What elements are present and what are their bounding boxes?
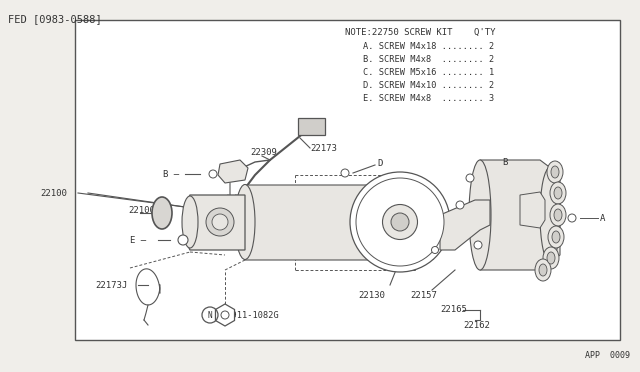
Ellipse shape bbox=[212, 214, 228, 230]
Ellipse shape bbox=[182, 196, 198, 248]
Polygon shape bbox=[298, 118, 325, 135]
Text: NOTE:22750 SCREW KIT    Q'TY: NOTE:22750 SCREW KIT Q'TY bbox=[345, 28, 495, 36]
Ellipse shape bbox=[548, 226, 564, 248]
Text: A. SCREW M4x18 ........ 2: A. SCREW M4x18 ........ 2 bbox=[363, 42, 494, 51]
Ellipse shape bbox=[547, 161, 563, 183]
Text: A: A bbox=[600, 214, 605, 222]
Polygon shape bbox=[216, 304, 234, 326]
Text: B —: B — bbox=[163, 170, 179, 179]
Ellipse shape bbox=[568, 214, 576, 222]
Text: E. SCREW M4x8  ........ 3: E. SCREW M4x8 ........ 3 bbox=[363, 93, 494, 103]
Ellipse shape bbox=[152, 197, 172, 229]
Ellipse shape bbox=[356, 178, 444, 266]
Text: 22173: 22173 bbox=[310, 144, 337, 153]
Bar bbox=[75, 20, 620, 340]
Text: D: D bbox=[377, 158, 382, 167]
Ellipse shape bbox=[431, 247, 438, 253]
Ellipse shape bbox=[543, 247, 559, 269]
Polygon shape bbox=[245, 185, 420, 260]
Text: FED [0983-0588]: FED [0983-0588] bbox=[8, 14, 102, 24]
Polygon shape bbox=[218, 160, 248, 183]
Ellipse shape bbox=[547, 252, 555, 264]
Text: B. SCREW M4x8  ........ 2: B. SCREW M4x8 ........ 2 bbox=[363, 55, 494, 64]
Text: 22100: 22100 bbox=[40, 189, 67, 198]
Ellipse shape bbox=[391, 213, 409, 231]
Ellipse shape bbox=[341, 169, 349, 177]
Text: C. SCREW M5x16 ........ 1: C. SCREW M5x16 ........ 1 bbox=[363, 67, 494, 77]
Ellipse shape bbox=[540, 167, 560, 263]
Polygon shape bbox=[480, 160, 560, 270]
Ellipse shape bbox=[178, 235, 188, 245]
Text: N: N bbox=[208, 311, 212, 320]
Ellipse shape bbox=[474, 241, 482, 249]
Polygon shape bbox=[185, 195, 245, 250]
Ellipse shape bbox=[383, 205, 417, 240]
Ellipse shape bbox=[554, 209, 562, 221]
Text: 22157: 22157 bbox=[410, 291, 437, 299]
Ellipse shape bbox=[469, 160, 491, 270]
Text: 22130: 22130 bbox=[358, 291, 385, 299]
Text: APP  0009: APP 0009 bbox=[585, 351, 630, 360]
Text: 22309: 22309 bbox=[250, 148, 277, 157]
Polygon shape bbox=[136, 269, 160, 305]
Ellipse shape bbox=[539, 264, 547, 276]
Ellipse shape bbox=[551, 166, 559, 178]
Ellipse shape bbox=[221, 311, 229, 319]
Ellipse shape bbox=[235, 185, 255, 260]
Text: E —: E — bbox=[130, 235, 146, 244]
Text: 22173J: 22173J bbox=[95, 280, 127, 289]
Ellipse shape bbox=[554, 187, 562, 199]
Ellipse shape bbox=[550, 182, 566, 204]
Ellipse shape bbox=[466, 174, 474, 182]
Ellipse shape bbox=[350, 172, 450, 272]
Ellipse shape bbox=[209, 170, 217, 178]
Polygon shape bbox=[520, 192, 545, 228]
Text: 08911-1082G: 08911-1082G bbox=[222, 311, 280, 320]
Ellipse shape bbox=[535, 259, 551, 281]
Ellipse shape bbox=[206, 208, 234, 236]
Text: 22100E: 22100E bbox=[128, 205, 160, 215]
Ellipse shape bbox=[550, 204, 566, 226]
Text: 22165: 22165 bbox=[440, 305, 467, 314]
Polygon shape bbox=[440, 200, 490, 250]
Ellipse shape bbox=[456, 201, 464, 209]
Text: C: C bbox=[428, 253, 433, 263]
Text: B: B bbox=[502, 157, 508, 167]
Text: D. SCREW M4x10 ........ 2: D. SCREW M4x10 ........ 2 bbox=[363, 80, 494, 90]
Text: 22162: 22162 bbox=[463, 321, 490, 330]
Ellipse shape bbox=[552, 231, 560, 243]
